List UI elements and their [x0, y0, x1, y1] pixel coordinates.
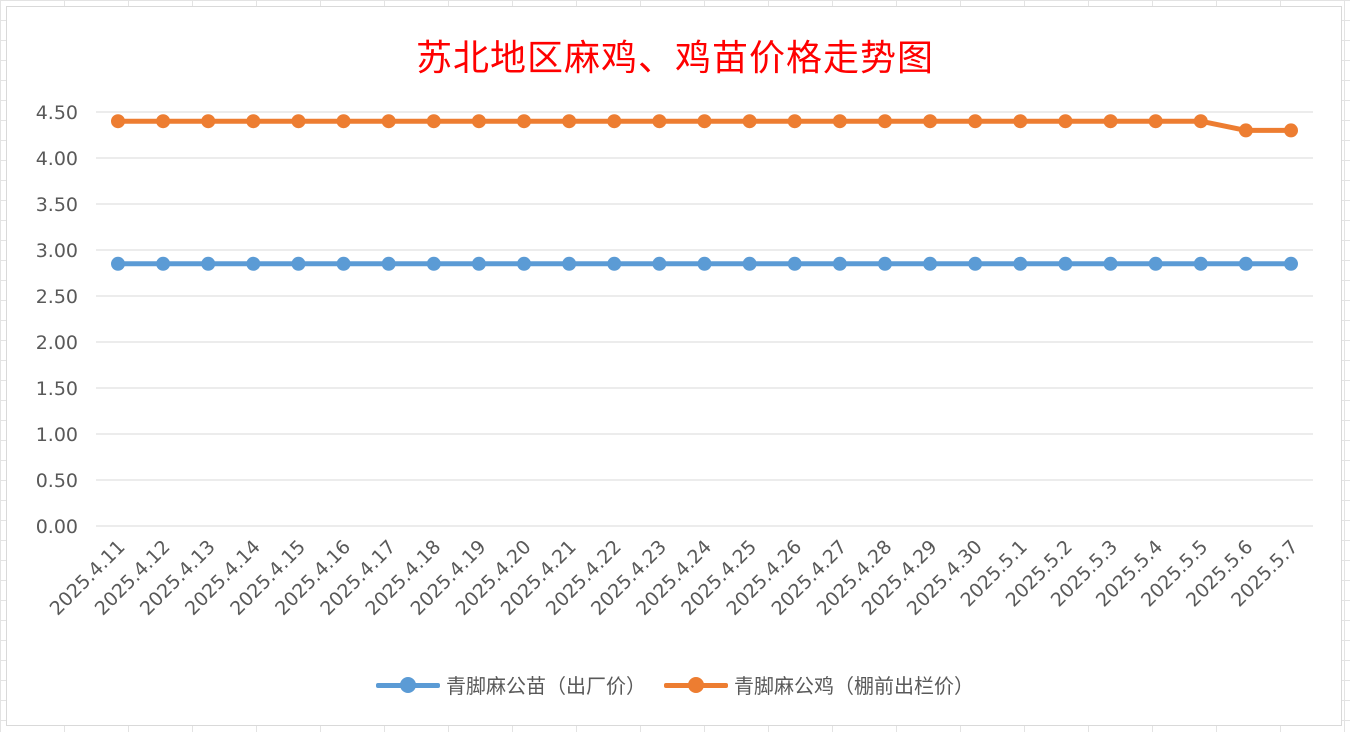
data-point-0-25 [1238, 256, 1253, 271]
data-point-0-21 [1058, 256, 1073, 271]
y-tick-label-5: 2.50 [36, 286, 78, 308]
y-tick-label-8: 4.00 [36, 148, 78, 170]
data-point-1-1 [156, 114, 171, 129]
chart-title: 苏北地区麻鸡、鸡苗价格走势图 [415, 38, 934, 79]
legend-label-seedling: 青脚麻公苗（出厂价） [446, 674, 646, 698]
data-point-0-14 [742, 256, 757, 271]
data-point-1-10 [562, 114, 577, 129]
data-point-1-15 [787, 114, 802, 129]
data-point-0-6 [381, 256, 396, 271]
data-point-0-26 [1284, 256, 1298, 271]
data-point-0-23 [1148, 256, 1163, 271]
legend-swatch-rooster [664, 675, 728, 695]
data-point-1-4 [291, 114, 306, 129]
data-point-0-18 [923, 256, 938, 271]
data-point-0-20 [1013, 256, 1028, 271]
y-tick-label-1: 0.50 [36, 470, 78, 492]
data-point-1-12 [652, 114, 667, 129]
data-point-1-3 [246, 114, 261, 129]
data-point-1-13 [697, 114, 712, 129]
data-point-0-11 [607, 256, 622, 271]
data-point-1-16 [832, 114, 847, 129]
y-tick-label-2: 1.00 [36, 424, 78, 446]
data-point-0-13 [697, 256, 712, 271]
data-point-1-5 [336, 114, 351, 129]
data-point-0-8 [471, 256, 486, 271]
data-point-1-0 [111, 114, 125, 129]
data-point-0-19 [968, 256, 983, 271]
data-point-0-24 [1193, 256, 1208, 271]
data-point-1-11 [607, 114, 622, 129]
data-point-0-22 [1103, 256, 1118, 271]
data-point-0-7 [426, 256, 441, 271]
data-point-0-10 [562, 256, 577, 271]
y-tick-label-3: 1.50 [36, 378, 78, 400]
y-tick-label-6: 3.00 [36, 240, 78, 262]
legend-label-rooster: 青脚麻公鸡（棚前出栏价） [734, 674, 974, 698]
data-point-1-20 [1013, 114, 1028, 129]
data-point-0-9 [517, 256, 532, 271]
data-point-1-17 [877, 114, 892, 129]
y-tick-label-0: 0.00 [36, 516, 78, 538]
data-point-1-24 [1193, 114, 1208, 129]
legend-item-seedling[interactable]: 青脚麻公苗（出厂价） [376, 670, 646, 699]
data-point-0-0 [111, 256, 125, 271]
data-point-0-3 [246, 256, 261, 271]
y-tick-label-7: 3.50 [36, 194, 78, 216]
legend: 青脚麻公苗（出厂价） 青脚麻公鸡（棚前出栏价） [0, 670, 1350, 699]
data-point-1-9 [517, 114, 532, 129]
data-point-0-2 [201, 256, 216, 271]
data-point-1-7 [426, 114, 441, 129]
data-point-0-1 [156, 256, 171, 271]
data-point-1-21 [1058, 114, 1073, 129]
data-point-0-17 [877, 256, 892, 271]
legend-swatch-seedling [376, 675, 440, 695]
data-point-1-6 [381, 114, 396, 129]
legend-item-rooster[interactable]: 青脚麻公鸡（棚前出栏价） [664, 670, 974, 699]
data-point-1-22 [1103, 114, 1118, 129]
y-tick-label-9: 4.50 [36, 102, 78, 124]
data-point-1-19 [968, 114, 983, 129]
chart-area[interactable]: 苏北地区麻鸡、鸡苗价格走势图 [6, 6, 1342, 726]
data-point-1-8 [471, 114, 486, 129]
data-point-1-23 [1148, 114, 1163, 129]
data-point-1-14 [742, 114, 757, 129]
data-point-0-12 [652, 256, 667, 271]
data-point-1-25 [1238, 123, 1253, 138]
data-point-0-15 [787, 256, 802, 271]
y-tick-label-4: 2.00 [36, 332, 78, 354]
data-point-1-2 [201, 114, 216, 129]
data-point-1-18 [923, 114, 938, 129]
data-point-0-5 [336, 256, 351, 271]
data-point-0-4 [291, 256, 306, 271]
data-point-0-16 [832, 256, 847, 271]
data-point-1-26 [1284, 123, 1298, 138]
